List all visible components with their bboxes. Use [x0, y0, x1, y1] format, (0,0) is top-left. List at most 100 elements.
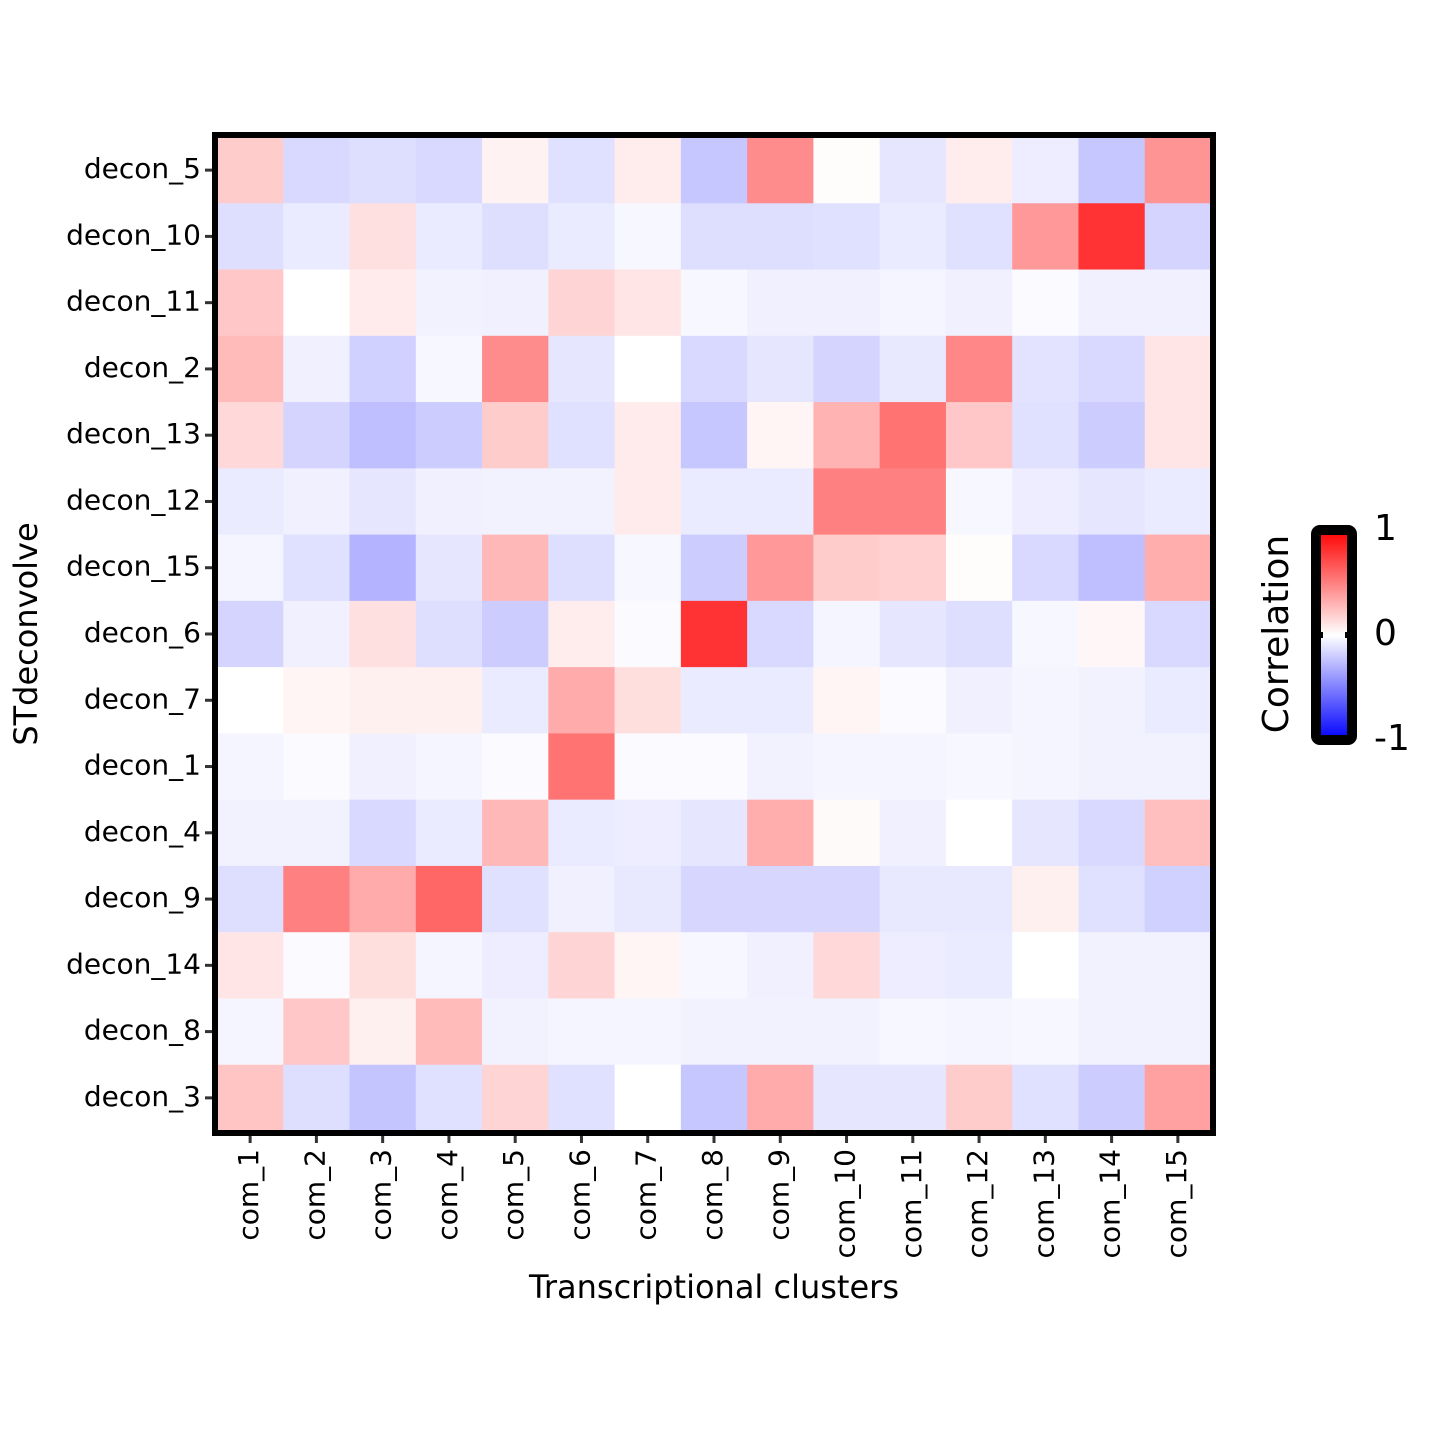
heatmap-cell [879, 137, 947, 204]
heatmap-cell [879, 865, 947, 933]
x-tick-label: com_10 [829, 1149, 862, 1258]
heatmap-cell [879, 998, 947, 1066]
heatmap-cell [680, 203, 748, 271]
heatmap-cell [879, 932, 947, 999]
heatmap-cell [747, 865, 814, 933]
y-tick-label: decon_15 [66, 550, 201, 583]
heatmap-cell [747, 137, 814, 204]
heatmap-cell [1012, 667, 1079, 734]
heatmap-cell [1012, 468, 1079, 536]
heatmap-cell [1144, 402, 1212, 469]
heatmap-cell [1012, 998, 1079, 1066]
y-tick-label: decon_5 [84, 152, 201, 185]
heatmap-cell [1078, 998, 1146, 1066]
heatmap-cell [283, 402, 351, 469]
x-tick-label: com_15 [1160, 1149, 1193, 1258]
heatmap-cell [349, 402, 417, 469]
heatmap-cell [217, 402, 284, 469]
heatmap-cell [879, 402, 947, 469]
heatmap-cell [1012, 203, 1079, 271]
heatmap-cell [680, 468, 748, 536]
heatmap-cell [945, 998, 1013, 1066]
heatmap-cell [879, 733, 947, 801]
y-tick-label: decon_8 [84, 1014, 201, 1047]
heatmap-cell [1078, 799, 1146, 867]
heatmap-cell [415, 203, 483, 271]
heatmap-cell [217, 733, 284, 801]
heatmap-cell [813, 667, 881, 734]
heatmap-cell [1078, 667, 1146, 734]
heatmap-cell [349, 865, 417, 933]
heatmap-cell [415, 600, 483, 668]
heatmap-cell [1012, 269, 1079, 337]
heatmap-cell [813, 733, 881, 801]
heatmap-cell [1078, 1064, 1146, 1132]
heatmap-cell [217, 269, 284, 337]
heatmap-cell [747, 468, 814, 536]
heatmap-cell [1078, 335, 1146, 403]
heatmap-cell [548, 733, 616, 801]
heatmap-cell [349, 932, 417, 999]
heatmap-cell [283, 534, 351, 602]
heatmap-cell [548, 600, 616, 668]
heatmap-cell [614, 865, 682, 933]
heatmap-cell [482, 799, 549, 867]
heatmap-cell [813, 534, 881, 602]
heatmap-cell [1144, 534, 1212, 602]
heatmap-cell [680, 600, 748, 668]
heatmap-cell [879, 468, 947, 536]
heatmap-cell [283, 865, 351, 933]
heatmap-cell [1078, 865, 1146, 933]
heatmap-cell [945, 865, 1013, 933]
x-tick-label: com_1 [232, 1149, 265, 1241]
colorbar-tick-label: -1 [1374, 718, 1410, 759]
heatmap-cell [680, 1064, 748, 1132]
heatmap-cell [283, 203, 351, 271]
heatmap-cell [1012, 137, 1079, 204]
heatmap-cell [879, 600, 947, 668]
heatmap-cell [680, 667, 748, 734]
heatmap-cell [614, 335, 682, 403]
heatmap-cell [680, 799, 748, 867]
heatmap-cell [747, 733, 814, 801]
heatmap-cell [813, 998, 881, 1066]
heatmap-cell [349, 468, 417, 536]
heatmap-cell [1078, 137, 1146, 204]
heatmap-cell [813, 269, 881, 337]
heatmap-cell [349, 335, 417, 403]
heatmap-cell [813, 468, 881, 536]
heatmap-cell [1144, 269, 1212, 337]
heatmap-cell [945, 137, 1013, 204]
heatmap-cell [680, 402, 748, 469]
x-tick-label: com_13 [1027, 1149, 1060, 1258]
heatmap-cell [548, 203, 616, 271]
heatmap-cell [879, 269, 947, 337]
heatmap-cell [813, 137, 881, 204]
heatmap-cell [217, 998, 284, 1066]
heatmap-cell [614, 534, 682, 602]
heatmap-cell [747, 335, 814, 403]
heatmap-cell [747, 799, 814, 867]
heatmap-cell [879, 534, 947, 602]
heatmap-cell [482, 998, 549, 1066]
heatmap-cell [349, 667, 417, 734]
heatmap-cell [614, 998, 682, 1066]
heatmap-cell [945, 600, 1013, 668]
heatmap-cell [1078, 534, 1146, 602]
x-tick-label: com_2 [298, 1149, 331, 1241]
y-tick-label: decon_1 [84, 749, 201, 782]
heatmap-cell [1078, 932, 1146, 999]
heatmap-cell [548, 402, 616, 469]
heatmap-cell [879, 799, 947, 867]
heatmap-cell [614, 269, 682, 337]
heatmap-cell [879, 203, 947, 271]
heatmap-cell [614, 667, 682, 734]
heatmap-cell [1144, 799, 1212, 867]
heatmap-cell [747, 269, 814, 337]
heatmap-cell [813, 799, 881, 867]
x-tick-label: com_12 [961, 1149, 994, 1258]
heatmap-cell [217, 932, 284, 999]
heatmap-cell [1078, 600, 1146, 668]
heatmap-cell [548, 1064, 616, 1132]
heatmap-cell [415, 402, 483, 469]
